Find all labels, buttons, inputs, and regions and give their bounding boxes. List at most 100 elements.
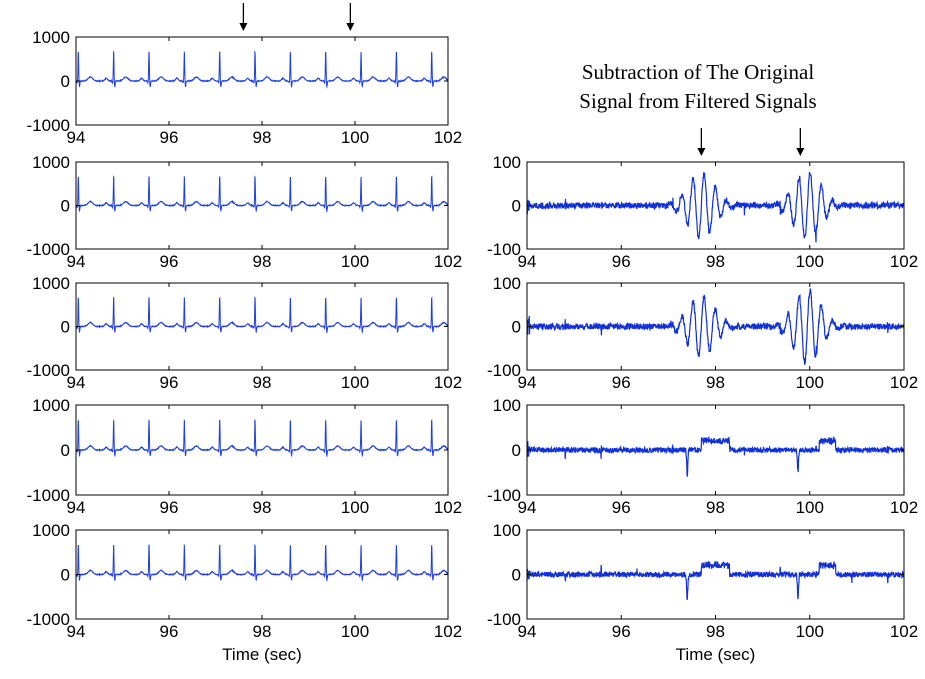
x-tick-label: 94 [518, 622, 537, 641]
x-tick-label: 96 [160, 128, 179, 147]
x-tick-label: 94 [67, 622, 86, 641]
x-tick-label: 100 [341, 498, 369, 517]
x-tick-label: 102 [890, 498, 918, 517]
y-tick-label: -100 [487, 240, 521, 259]
x-tick-label: 94 [67, 128, 86, 147]
x-tick-label: 96 [160, 373, 179, 392]
x-tick-label: 98 [706, 252, 725, 271]
y-tick-label: 0 [61, 197, 70, 216]
y-tick-label: 1000 [32, 396, 70, 415]
series-line [75, 418, 449, 458]
y-tick-label: 0 [61, 72, 70, 91]
y-tick-label: 1000 [32, 521, 70, 540]
x-tick-label: 98 [253, 373, 272, 392]
y-tick-label: 1000 [32, 274, 70, 293]
x-tick-label: 96 [612, 252, 631, 271]
x-tick-label: 102 [890, 622, 918, 641]
y-tick-label: 0 [61, 441, 70, 460]
x-tick-label: 98 [253, 498, 272, 517]
x-tick-label: 96 [612, 498, 631, 517]
series-line [526, 171, 905, 243]
series-line [75, 175, 449, 213]
x-tick-label: 94 [67, 373, 86, 392]
x-tick-label: 98 [253, 622, 272, 641]
x-tick-label: 98 [706, 622, 725, 641]
arrow-right-2-head [796, 148, 805, 156]
x-tick-label: 100 [341, 128, 369, 147]
x-tick-label: 94 [518, 252, 537, 271]
arrow-left-2-head [346, 23, 355, 31]
subplot-r5: 94 96 98 100 102 100 0 -100 Time (sec) [487, 521, 918, 664]
x-tick-label: 96 [160, 252, 179, 271]
y-tick-label: 100 [493, 153, 521, 172]
x-tick-label: 102 [434, 373, 462, 392]
x-axis-label: Time (sec) [222, 645, 302, 664]
x-tick-label: 98 [706, 373, 725, 392]
annotation-line-2: Signal from Filtered Signals [579, 89, 816, 113]
y-tick-label: 1000 [32, 153, 70, 172]
x-tick-label: 94 [67, 498, 86, 517]
x-tick-label: 100 [796, 622, 824, 641]
x-tick-label: 100 [341, 252, 369, 271]
y-tick-label: -1000 [27, 361, 70, 380]
y-tick-label: -1000 [27, 116, 70, 135]
x-tick-label: 94 [67, 252, 86, 271]
y-tick-label: -1000 [27, 486, 70, 505]
annotation-line-1: Subtraction of The Original [582, 60, 814, 84]
y-tick-label: -100 [487, 610, 521, 629]
subplot-l5: 94 96 98 100 102 1000 0 -1000 Time (sec) [27, 521, 463, 664]
series-line [526, 288, 905, 365]
subplot-l1: 94 96 98 100 102 1000 0 -1000 [27, 28, 463, 147]
x-tick-label: 100 [796, 252, 824, 271]
arrow-right-1-head [697, 148, 706, 156]
x-tick-label: 102 [890, 252, 918, 271]
y-tick-label: 0 [61, 566, 70, 585]
x-tick-label: 102 [434, 128, 462, 147]
y-tick-label: 100 [493, 396, 521, 415]
y-tick-label: -1000 [27, 240, 70, 259]
y-tick-label: 100 [493, 274, 521, 293]
subplot-r4: 94 96 98 100 102 100 0 -100 [487, 396, 918, 517]
series-line [526, 560, 905, 601]
series-line [75, 543, 449, 582]
subplot-r3: 94 96 98 100 102 100 0 -100 [487, 274, 918, 392]
x-tick-label: 98 [253, 128, 272, 147]
x-tick-label: 100 [796, 498, 824, 517]
series-line [75, 296, 449, 334]
subplot-l4: 94 96 98 100 102 1000 0 -1000 [27, 396, 463, 517]
y-tick-label: -100 [487, 486, 521, 505]
x-axis-label: Time (sec) [676, 645, 756, 664]
subplot-r2: 94 96 98 100 102 100 0 -100 [487, 153, 918, 271]
subplot-l2: 94 96 98 100 102 1000 0 -1000 [27, 153, 463, 271]
x-tick-label: 96 [612, 373, 631, 392]
y-tick-label: 0 [512, 318, 521, 337]
x-tick-label: 94 [518, 498, 537, 517]
y-tick-label: 0 [512, 197, 521, 216]
series-line [526, 436, 905, 477]
x-tick-label: 98 [706, 498, 725, 517]
x-tick-label: 102 [434, 622, 462, 641]
subplot-l3: 94 96 98 100 102 1000 0 -1000 [27, 274, 463, 392]
y-tick-label: 0 [512, 566, 521, 585]
x-tick-label: 102 [434, 498, 462, 517]
x-tick-label: 94 [518, 373, 537, 392]
x-tick-label: 100 [796, 373, 824, 392]
x-tick-label: 96 [612, 622, 631, 641]
x-tick-label: 96 [160, 498, 179, 517]
x-tick-label: 102 [434, 252, 462, 271]
x-tick-label: 102 [890, 373, 918, 392]
arrow-left-1-head [239, 23, 248, 31]
y-tick-label: -100 [487, 361, 521, 380]
y-tick-label: -1000 [27, 610, 70, 629]
y-tick-label: 0 [61, 318, 70, 337]
x-tick-label: 98 [253, 252, 272, 271]
y-tick-label: 100 [493, 521, 521, 540]
y-tick-label: 0 [512, 441, 521, 460]
x-tick-label: 100 [341, 622, 369, 641]
series-line [75, 50, 449, 89]
y-tick-label: 1000 [32, 28, 70, 47]
x-tick-label: 96 [160, 622, 179, 641]
x-tick-label: 100 [341, 373, 369, 392]
